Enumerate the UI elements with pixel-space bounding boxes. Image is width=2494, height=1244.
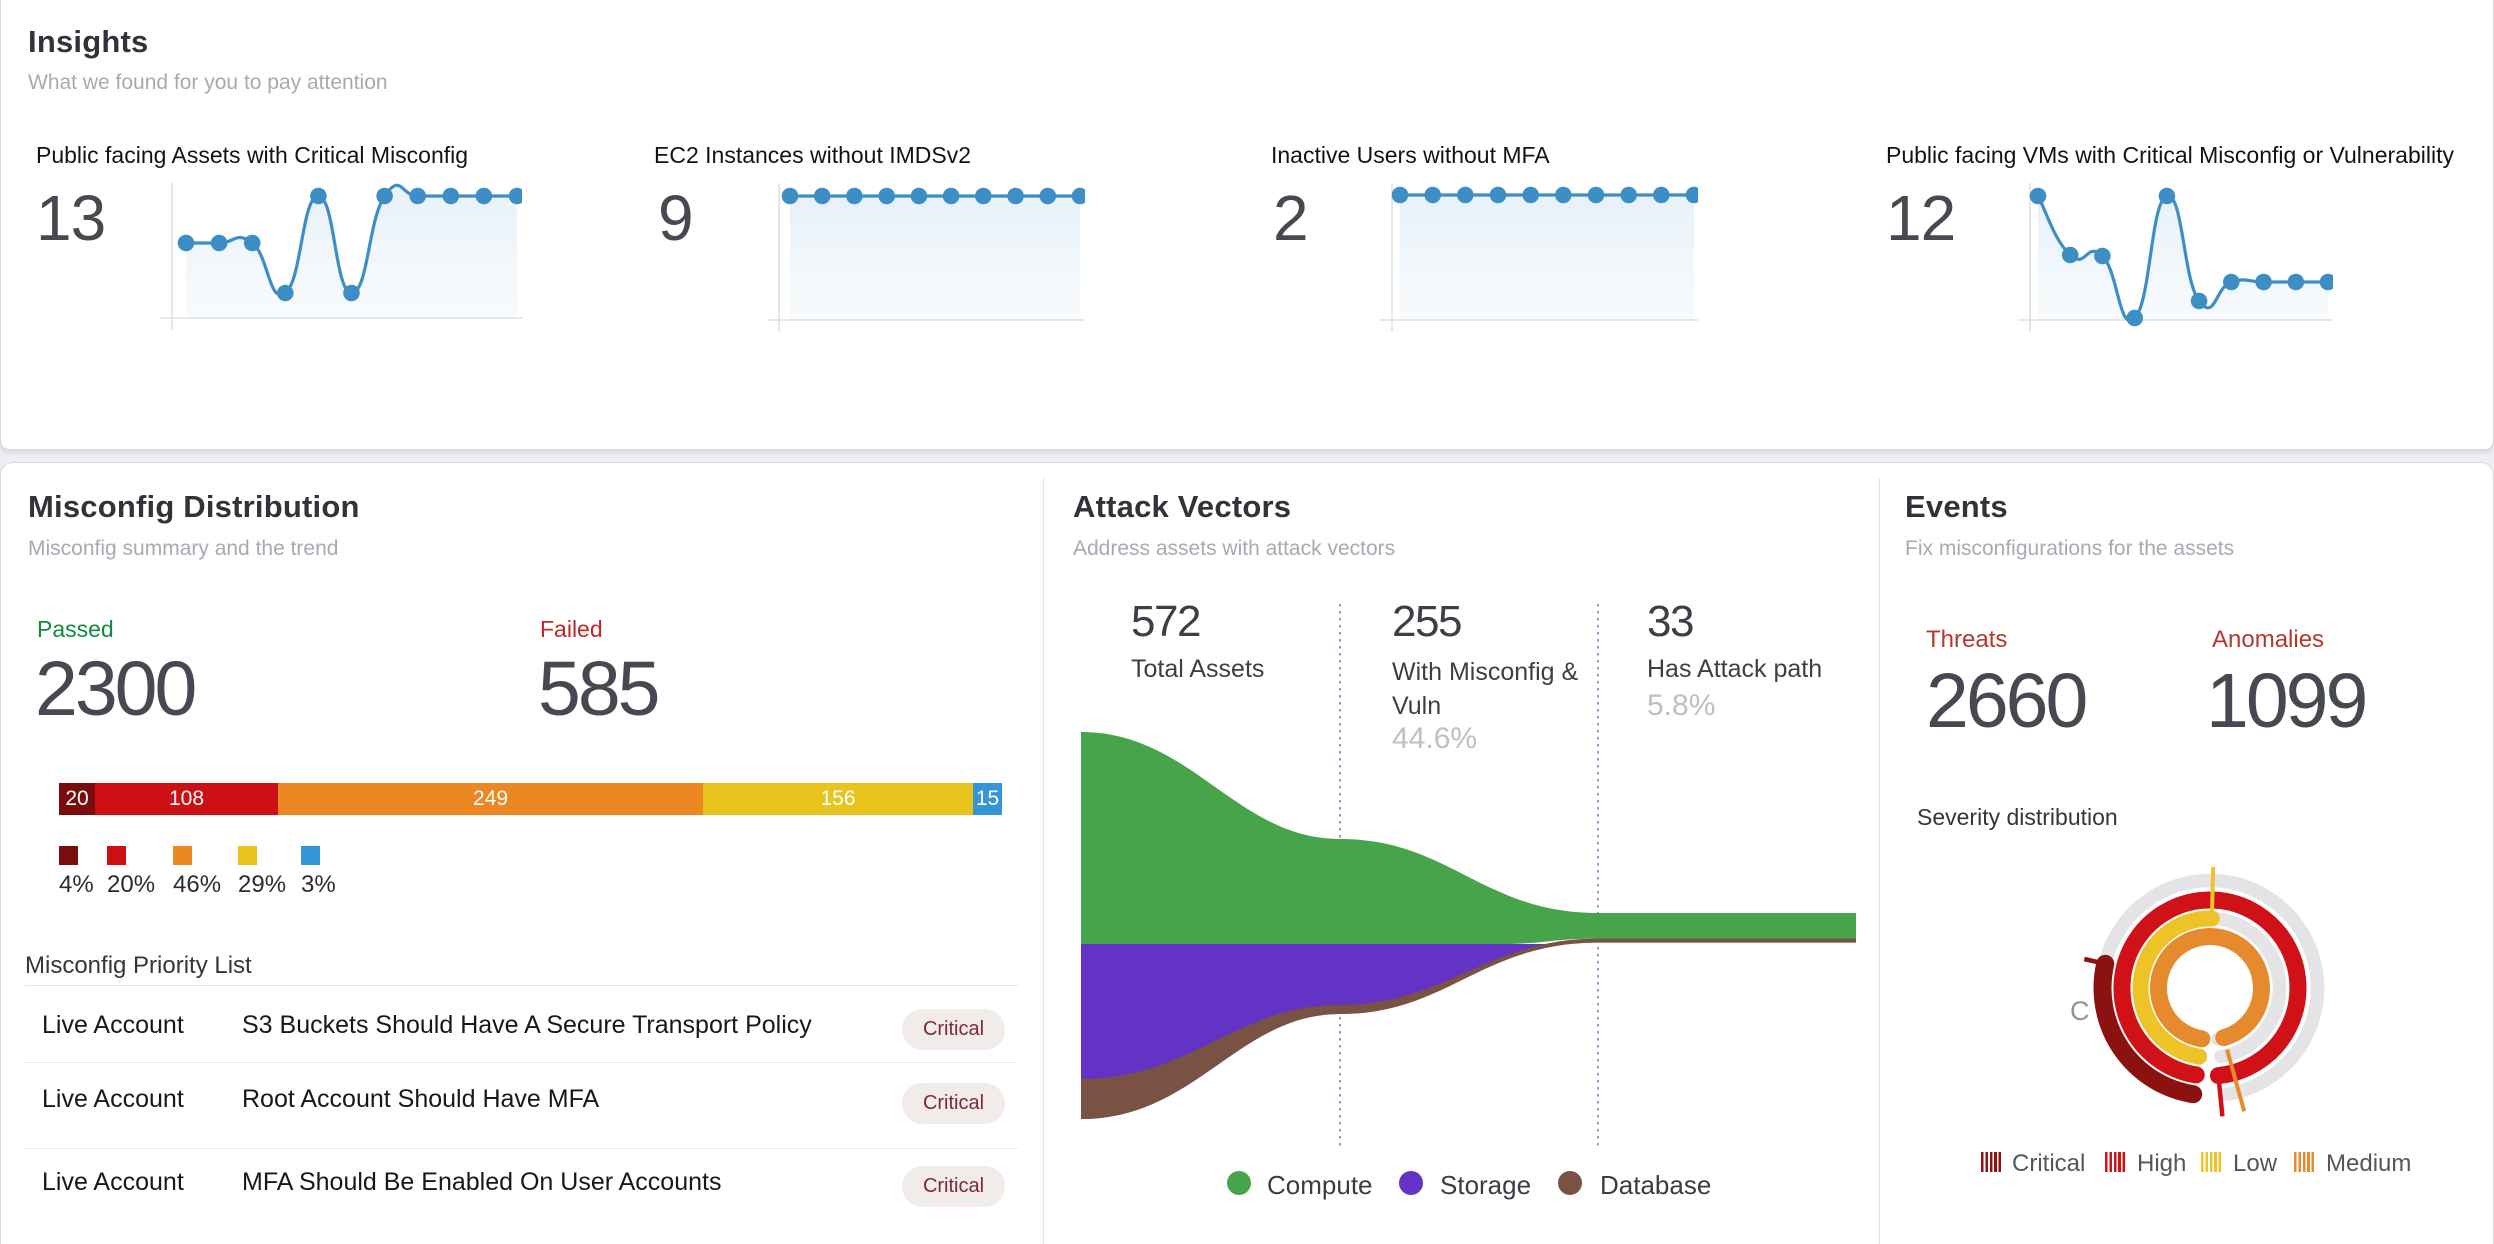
svg-text:C: C [2070, 996, 2090, 1026]
